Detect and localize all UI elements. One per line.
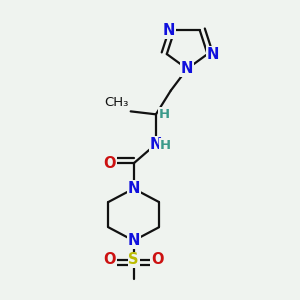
Text: S: S: [128, 253, 139, 268]
Text: N: N: [181, 61, 193, 76]
Text: O: O: [103, 253, 116, 268]
Text: N: N: [128, 181, 140, 196]
Text: N: N: [150, 136, 162, 152]
Text: N: N: [128, 233, 140, 248]
Text: N: N: [163, 22, 175, 38]
Text: H: H: [159, 108, 170, 121]
Text: CH₃: CH₃: [104, 96, 128, 109]
Text: O: O: [151, 253, 164, 268]
Text: H: H: [159, 139, 170, 152]
Text: O: O: [103, 156, 116, 171]
Text: N: N: [207, 46, 219, 62]
